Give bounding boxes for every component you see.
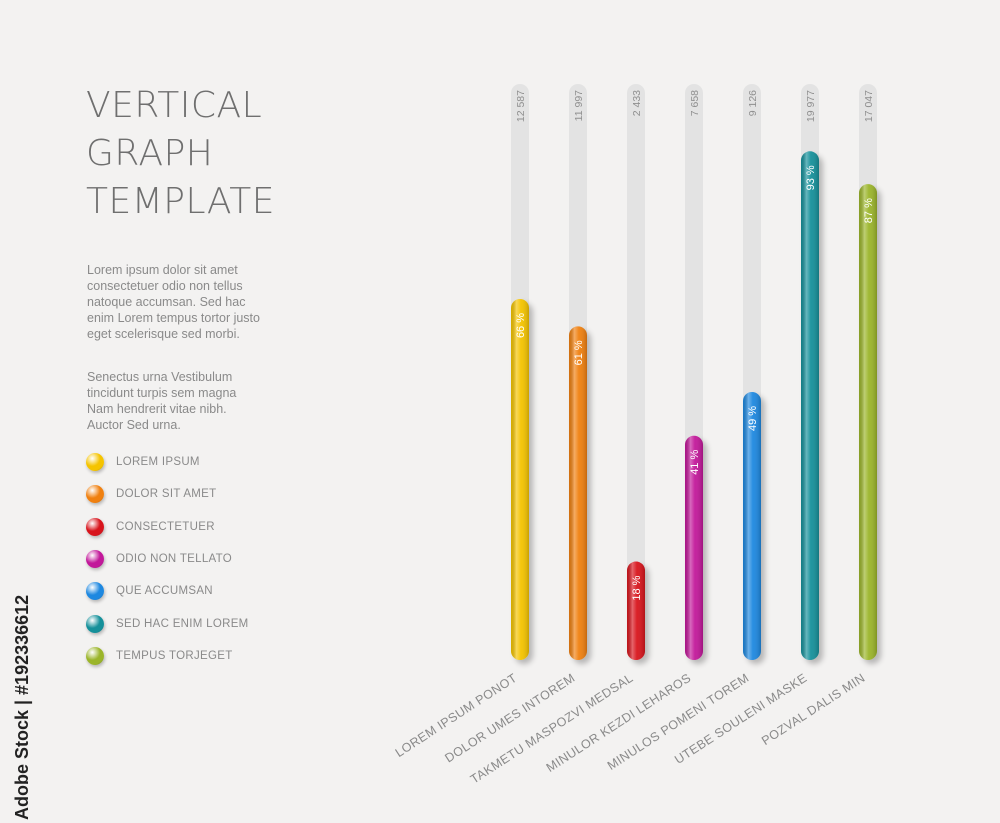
legend-item: SED HAC ENIM LOREM xyxy=(86,607,249,639)
legend-ball-icon xyxy=(86,517,104,536)
bar-percent-label: 61 % xyxy=(573,340,585,365)
legend-item: TEMPUS TORJEGET xyxy=(86,640,249,672)
legend-item: DOLOR SIT AMET xyxy=(86,478,249,510)
legend-label: CONSECTETUER xyxy=(116,520,215,533)
legend-label: ODIO NON TELLATO xyxy=(116,553,232,566)
legend-item: ODIO NON TELLATO xyxy=(86,543,249,575)
legend-label: DOLOR SIT AMET xyxy=(116,488,217,501)
legend-ball-icon xyxy=(86,614,104,633)
bar-percent-label: 41 % xyxy=(689,450,701,475)
chart-legend: LOREM IPSUM DOLOR SIT AMET CONSECTETUER … xyxy=(86,446,249,672)
legend-ball-icon xyxy=(86,646,104,665)
title-line-1: VERTICAL xyxy=(86,85,263,126)
bar-gloss xyxy=(627,561,645,660)
legend-ball-icon xyxy=(86,550,104,569)
bar-total-label: 11 997 xyxy=(573,90,585,121)
bar xyxy=(627,561,645,660)
legend-ball-icon xyxy=(86,453,104,472)
bar-percent-label: 18 % xyxy=(631,575,643,600)
bar xyxy=(801,151,819,661)
legend-label: LOREM IPSUM xyxy=(116,456,200,469)
description-paragraph-2: Senectus urna Vestibulum tincidunt turpi… xyxy=(87,370,237,432)
bar xyxy=(511,298,529,660)
bar-total-label: 17 047 xyxy=(863,90,875,122)
bar xyxy=(743,391,761,660)
bar-total-label: 19 977 xyxy=(805,90,817,122)
bar-track xyxy=(627,84,645,660)
legend-ball-icon xyxy=(86,485,104,504)
bar-total-label: 9 126 xyxy=(747,90,759,116)
bar-percent-label: 49 % xyxy=(747,406,759,431)
bar-gloss xyxy=(511,298,529,660)
bar-gloss xyxy=(569,326,587,660)
bar xyxy=(569,326,587,660)
bar-gloss xyxy=(743,391,761,660)
legend-item: QUE ACCUMSAN xyxy=(86,575,249,607)
bar xyxy=(859,184,877,661)
legend-item: CONSECTETUER xyxy=(86,511,249,543)
bar-percent-label: 66 % xyxy=(515,313,527,338)
top-value-labels: 12 587 11 997 2 433 7 658 9 126 19 977 17 047 xyxy=(515,90,875,122)
title-line-3: TEMPLATE xyxy=(86,181,275,222)
bar-percent-label: 93 % xyxy=(805,165,817,190)
bar-total-label: 12 587 xyxy=(515,90,527,122)
bar-gloss xyxy=(685,435,703,660)
legend-ball-icon xyxy=(86,582,104,601)
legend-item: LOREM IPSUM xyxy=(86,446,249,478)
bar-gloss xyxy=(859,184,877,661)
legend-label: TEMPUS TORJEGET xyxy=(116,649,233,662)
legend-label: QUE ACCUMSAN xyxy=(116,585,213,598)
bar-total-label: 2 433 xyxy=(631,90,643,116)
page-title: VERTICAL GRAPH TEMPLATE xyxy=(86,82,275,226)
bar xyxy=(685,435,703,660)
description-paragraph-1: Lorem ipsum dolor sit amet consectetuer … xyxy=(87,263,260,341)
legend-label: SED HAC ENIM LOREM xyxy=(116,617,249,630)
bars: 66 % 61 % 18 % 41 % 49 % 93 % 87 % xyxy=(511,151,877,661)
title-line-2: GRAPH xyxy=(86,133,214,174)
category-label: POZVAL DALIS MIN xyxy=(759,671,868,748)
bar-total-label: 7 658 xyxy=(689,90,701,116)
bar-gloss xyxy=(801,151,819,661)
bar-percent-label: 87 % xyxy=(863,198,875,223)
